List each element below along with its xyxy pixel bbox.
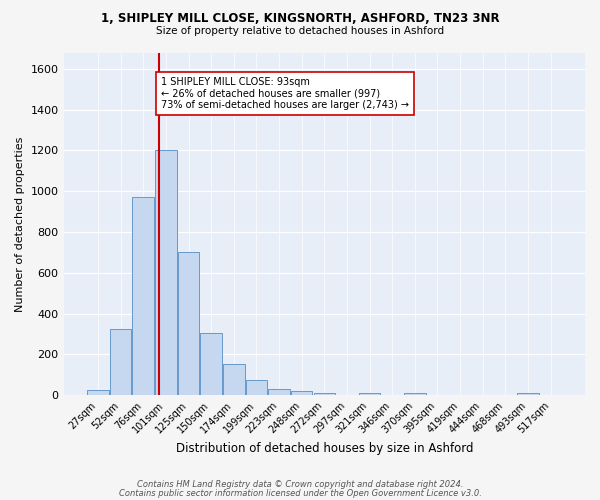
Bar: [517, 392, 539, 395]
Bar: [200, 333, 222, 395]
Bar: [178, 252, 199, 395]
X-axis label: Distribution of detached houses by size in Ashford: Distribution of detached houses by size …: [176, 442, 473, 455]
Bar: [314, 392, 335, 395]
Text: Contains public sector information licensed under the Open Government Licence v3: Contains public sector information licen…: [119, 489, 481, 498]
Text: Size of property relative to detached houses in Ashford: Size of property relative to detached ho…: [156, 26, 444, 36]
Y-axis label: Number of detached properties: Number of detached properties: [15, 136, 25, 312]
Text: Contains HM Land Registry data © Crown copyright and database right 2024.: Contains HM Land Registry data © Crown c…: [137, 480, 463, 489]
Bar: [87, 390, 109, 395]
Bar: [245, 380, 267, 395]
Bar: [268, 389, 290, 395]
Bar: [155, 150, 176, 395]
Text: 1 SHIPLEY MILL CLOSE: 93sqm
← 26% of detached houses are smaller (997)
73% of se: 1 SHIPLEY MILL CLOSE: 93sqm ← 26% of det…: [161, 77, 409, 110]
Bar: [291, 391, 313, 395]
Bar: [133, 198, 154, 395]
Bar: [359, 393, 380, 395]
Bar: [110, 329, 131, 395]
Bar: [223, 364, 245, 395]
Bar: [404, 392, 425, 395]
Text: 1, SHIPLEY MILL CLOSE, KINGSNORTH, ASHFORD, TN23 3NR: 1, SHIPLEY MILL CLOSE, KINGSNORTH, ASHFO…: [101, 12, 499, 26]
